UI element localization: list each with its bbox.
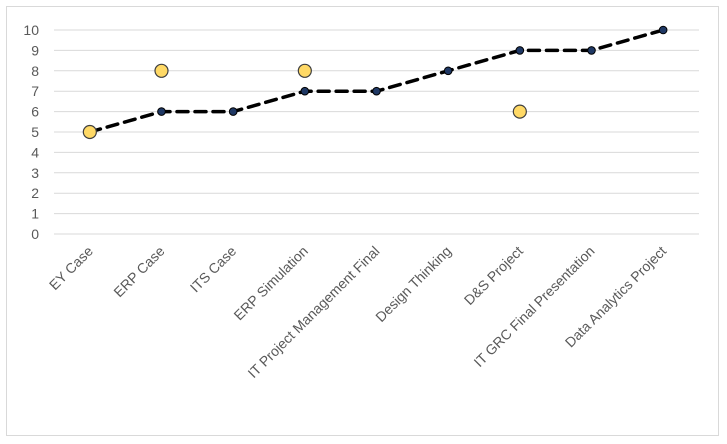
y-tick-label: 7 — [31, 83, 39, 99]
data-point-marker — [154, 63, 169, 78]
data-point-marker — [443, 66, 453, 76]
data-point-marker — [228, 107, 238, 116]
y-tick-label: 9 — [31, 42, 39, 58]
data-point-marker — [300, 86, 310, 96]
y-tick-label: 10 — [23, 22, 39, 38]
y-tick-label: 5 — [31, 124, 39, 140]
x-tick-label: IT GRC Final Presentation — [470, 243, 597, 370]
x-tick-label: EY Case — [46, 243, 96, 293]
series-markers — [82, 25, 668, 140]
y-tick-label: 3 — [31, 165, 39, 181]
y-tick-label: 0 — [31, 226, 39, 242]
x-tick-label: ITS Case — [187, 243, 240, 296]
chart-frame: 0 1 2 3 4 5 6 7 8 9 10 EY Case ERP Case ITS Case ERP … — [6, 6, 719, 436]
data-point-marker — [512, 104, 527, 119]
data-point-marker — [157, 107, 166, 116]
gridlines — [54, 29, 699, 235]
y-tick-label: 8 — [31, 63, 39, 79]
y-tick-label: 1 — [31, 206, 39, 222]
line-chart: 0 1 2 3 4 5 6 7 8 9 10 EY Case ERP Case ITS CaseERP … — [23, 22, 699, 381]
x-tick-label: D&S Project — [461, 243, 526, 308]
y-tick-label: 6 — [31, 104, 39, 120]
x-tick-label: ERP Simulation — [230, 243, 310, 323]
y-tick-label: 2 — [31, 185, 39, 201]
series-line — [88, 28, 665, 134]
data-point-marker — [658, 25, 668, 35]
series-lines — [88, 28, 665, 134]
data-point-marker — [587, 46, 596, 55]
x-tick-label: ERP Case — [110, 243, 168, 301]
y-axis-tick-labels: 0 1 2 3 4 5 6 7 8 9 10 — [23, 22, 39, 242]
x-tick-label: IT Project Management Final — [244, 243, 382, 381]
data-point-marker — [515, 46, 525, 55]
x-tick-label: Design Thinking — [372, 243, 454, 325]
data-point-marker — [372, 86, 381, 96]
data-point-marker — [297, 63, 312, 78]
y-tick-label: 4 — [31, 144, 39, 160]
data-point-marker — [82, 124, 97, 140]
